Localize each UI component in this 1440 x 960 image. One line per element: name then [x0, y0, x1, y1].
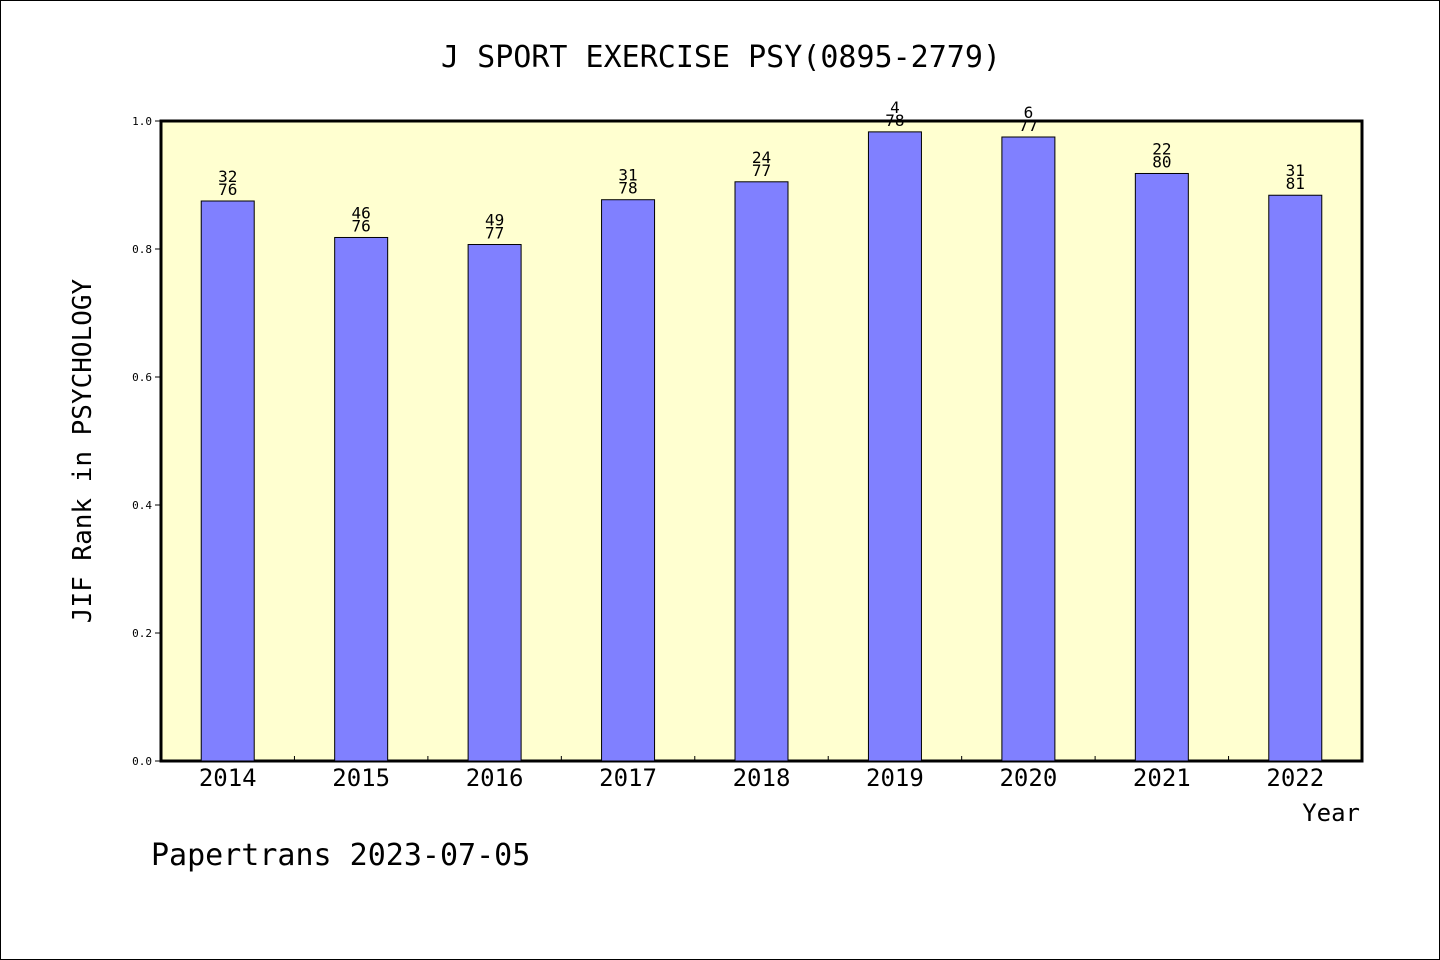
y-tick-label-0.8: 0.8 [132, 243, 152, 256]
data-label-total-2019: 78 [885, 111, 904, 130]
data-label-total-2017: 78 [618, 179, 637, 198]
data-label-rank-2022: 31 [1286, 161, 1305, 180]
bar-2021 [1134, 172, 1189, 762]
x-tick-label-2022: 2022 [1266, 764, 1324, 792]
y-tick-label-0.6: 0.6 [132, 371, 152, 384]
y-tick-label-0.2: 0.2 [132, 627, 152, 640]
x-tick-label-2015: 2015 [332, 764, 390, 792]
data-label-rank-2017: 31 [618, 166, 637, 185]
data-label-rank-2019: 4 [890, 98, 900, 117]
x-tick-label-2021: 2021 [1133, 764, 1191, 792]
bar-2015 [334, 236, 389, 762]
y-tick-label-0.0: 0.0 [132, 755, 152, 768]
data-label-total-2021: 80 [1152, 152, 1171, 171]
bar-2018 [734, 181, 789, 762]
y-tick-label-1.0: 1.0 [132, 115, 152, 128]
x-tick-label-2016: 2016 [466, 764, 524, 792]
x-axis-label: Year [1302, 799, 1360, 827]
bar-2022 [1268, 194, 1323, 762]
data-label-rank-2015: 46 [352, 203, 371, 222]
x-tick-label-2018: 2018 [733, 764, 791, 792]
chart-title: J SPORT EXERCISE PSY(0895-2779) [441, 40, 1001, 75]
data-label-rank-2016: 49 [485, 211, 504, 230]
bar-2020 [1001, 136, 1056, 762]
footer-text: Papertrans 2023-07-05 [151, 838, 530, 873]
bar-2017 [601, 199, 656, 762]
y-tick-label-0.4: 0.4 [132, 499, 152, 512]
data-label-total-2015: 76 [352, 216, 371, 235]
y-axis-label: JIF Rank in PSYCHOLOGY [68, 278, 98, 623]
x-tick-label-2017: 2017 [599, 764, 657, 792]
data-label-rank-2021: 22 [1152, 139, 1171, 158]
x-tick-label-2019: 2019 [866, 764, 924, 792]
bar-2014 [200, 200, 255, 762]
data-label-total-2014: 76 [218, 180, 237, 199]
data-label-rank-2014: 32 [218, 167, 237, 186]
x-tick-label-2020: 2020 [999, 764, 1057, 792]
bar-2016 [467, 244, 522, 762]
data-label-total-2020: 77 [1019, 116, 1038, 135]
data-label-rank-2020: 6 [1024, 103, 1034, 122]
data-label-total-2016: 77 [485, 224, 504, 243]
bar-2019 [867, 131, 922, 762]
data-label-total-2018: 77 [752, 161, 771, 180]
data-label-rank-2018: 24 [752, 148, 771, 167]
x-tick-label-2014: 2014 [199, 764, 257, 792]
data-label-total-2022: 81 [1286, 174, 1305, 193]
